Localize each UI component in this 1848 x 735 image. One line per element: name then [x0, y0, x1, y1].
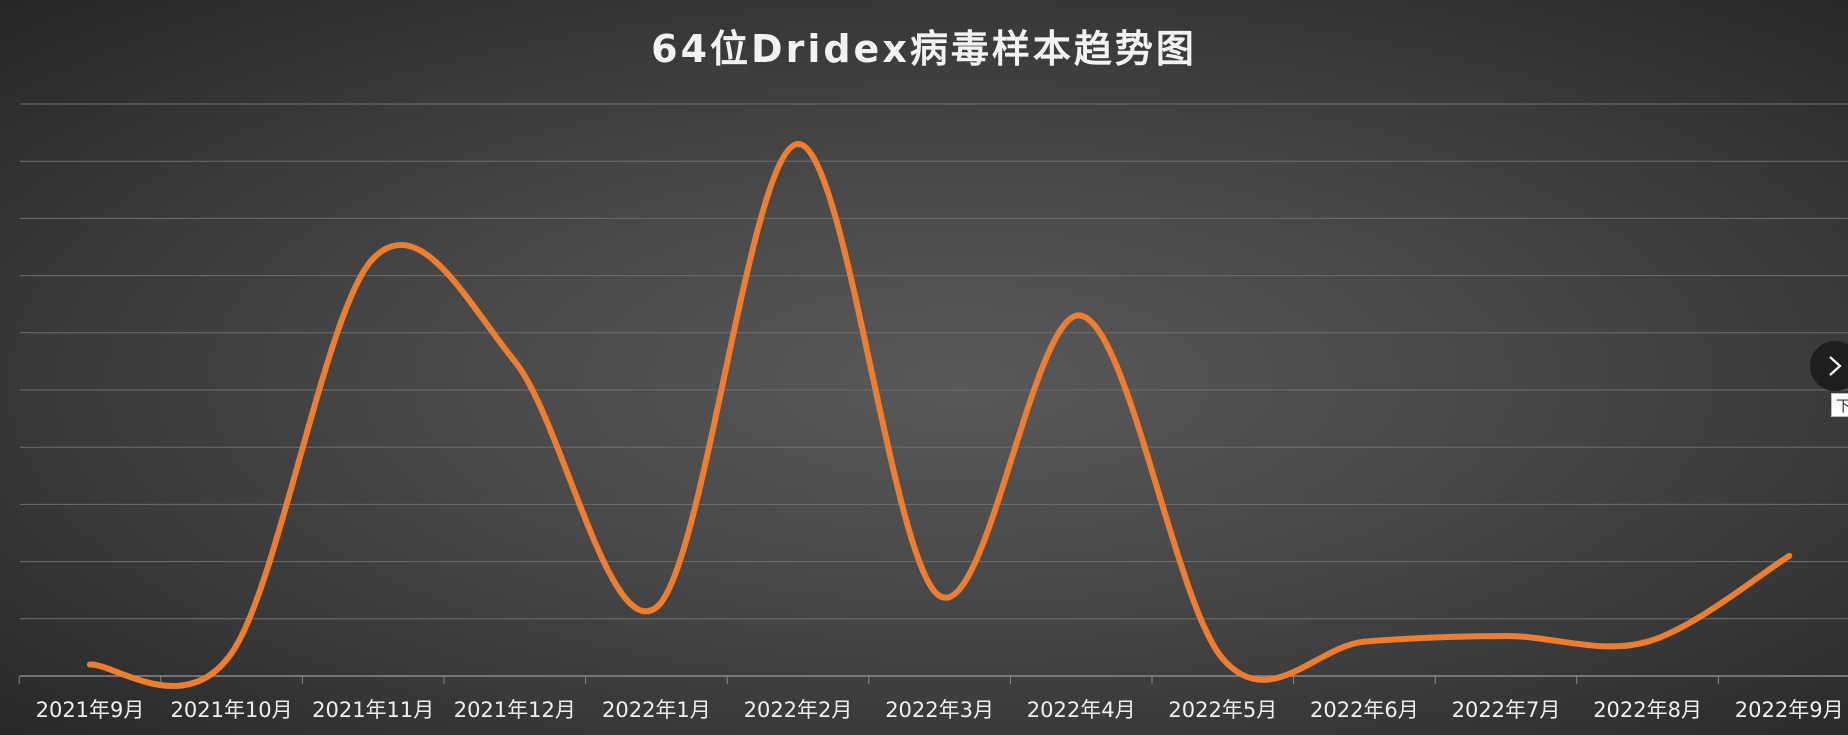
gridlines: [20, 103, 1848, 677]
x-tick-label: 2022年5月: [1168, 698, 1277, 722]
data-point: [795, 141, 801, 148]
x-tick-label: 2022年1月: [602, 698, 711, 722]
data-point: [228, 650, 235, 657]
data-point: [653, 604, 660, 611]
data-point: [87, 661, 93, 668]
data-point: [936, 592, 943, 599]
data-point: [1644, 638, 1651, 645]
series-line-0: [87, 141, 1793, 689]
x-tick-labels: 2021年9月 2021年10月 2021年11月 2021年12月 2022年1月 20…: [36, 698, 1844, 722]
x-tick-label: 2022年9月: [1735, 698, 1844, 722]
chart-title: 64位Dridex病毒样本趋势图: [651, 27, 1197, 71]
series: [87, 141, 1793, 689]
next-page-button[interactable]: [1810, 341, 1848, 391]
x-tick-label: 2021年10月: [171, 698, 293, 722]
data-point: [370, 255, 377, 262]
data-point: [1361, 638, 1368, 645]
x-tick-label: 2021年12月: [454, 698, 576, 722]
x-tick-label: 2022年7月: [1452, 698, 1561, 722]
x-tick-label: 2022年4月: [1027, 698, 1136, 722]
x-tick-label: 2022年3月: [885, 698, 994, 722]
x-tick-label: 2021年11月: [312, 698, 434, 722]
x-axis: [18, 676, 1719, 684]
data-point: [1219, 655, 1226, 662]
data-point: [1503, 632, 1509, 639]
data-point: [1786, 552, 1793, 559]
data-point: [1078, 312, 1085, 319]
x-tick-label: 2021年9月: [36, 698, 145, 722]
x-tick-label: 2022年2月: [744, 698, 853, 722]
x-tick-label: 2022年8月: [1593, 698, 1702, 722]
x-tick-label: 2022年6月: [1310, 698, 1419, 722]
next-page-tooltip: 下: [1831, 393, 1848, 417]
chevron-right-icon: [1829, 356, 1842, 376]
data-point: [511, 358, 518, 365]
